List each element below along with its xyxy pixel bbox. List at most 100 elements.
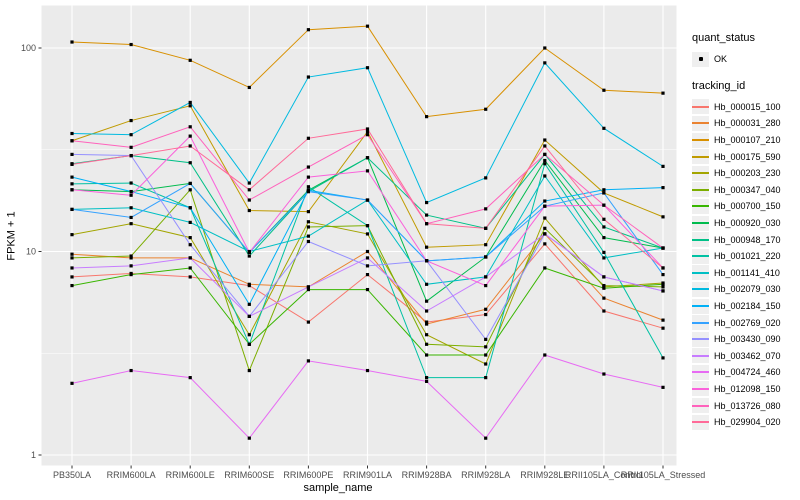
data-point <box>602 188 606 192</box>
data-point <box>70 175 74 179</box>
legend-key-box <box>692 149 709 165</box>
data-point <box>661 186 665 190</box>
data-point <box>306 136 310 140</box>
legend-label: Hb_000347_040 <box>714 184 781 195</box>
data-point <box>70 233 74 237</box>
legend-key-box <box>692 298 709 314</box>
data-point <box>661 318 665 322</box>
legend-key-box <box>692 281 709 297</box>
data-point <box>188 275 192 279</box>
legend-key-line-icon <box>692 271 709 274</box>
data-point <box>306 220 310 224</box>
x-tick-label: RRIM928LA <box>461 470 510 480</box>
data-point <box>365 24 370 28</box>
legend-key-line-icon <box>692 354 709 357</box>
data-point <box>70 182 74 186</box>
data-point <box>365 272 370 277</box>
legend-item: Hb_002184_150 <box>692 298 781 315</box>
legend-label: Hb_012098_150 <box>714 383 781 394</box>
legend-item: Hb_000107_210 <box>692 132 781 149</box>
legend-key-box <box>692 99 709 115</box>
legend-key-line-icon <box>692 238 709 241</box>
data-point <box>306 285 310 289</box>
legend-key-line-icon <box>692 371 709 374</box>
x-tick-label: RRIM901LA <box>343 470 392 480</box>
legend-title-quant-status: quant_status <box>692 32 755 44</box>
x-tick-label: RRIM600LE <box>166 470 215 480</box>
legend-label: Hb_002184_150 <box>714 301 781 312</box>
legend-key-box <box>692 381 709 397</box>
legend-label: Hb_000107_210 <box>714 135 781 146</box>
legend-key-box <box>692 414 709 430</box>
data-point <box>365 127 370 131</box>
legend-label: Hb_000175_590 <box>714 151 781 162</box>
data-point <box>484 312 488 317</box>
x-tick-label: RRII105LA_Control <box>565 470 643 480</box>
data-point <box>543 162 547 166</box>
legend-key-box <box>692 398 709 414</box>
legend-item: Hb_000700_150 <box>692 198 781 215</box>
data-point <box>602 225 606 229</box>
data-point <box>247 85 251 90</box>
data-point <box>306 185 310 189</box>
data-point <box>661 285 665 289</box>
data-point <box>602 275 606 279</box>
data-point <box>484 255 488 259</box>
data-point <box>70 275 74 279</box>
x-tick-label: RRII105LA_Stressed <box>621 470 706 480</box>
data-point <box>129 222 133 226</box>
data-point <box>365 198 370 202</box>
data-point <box>602 126 606 130</box>
data-point <box>543 138 547 142</box>
data-point <box>70 131 74 136</box>
data-point <box>602 88 606 92</box>
data-point <box>247 282 251 286</box>
data-point <box>70 381 74 385</box>
data-point <box>306 189 310 194</box>
data-point <box>365 169 370 173</box>
data-point <box>365 232 370 236</box>
legend-key-box <box>692 115 709 131</box>
data-point <box>247 333 251 337</box>
data-point <box>661 272 665 277</box>
legend-key-box <box>692 182 709 198</box>
legend-key-line-icon <box>692 305 709 308</box>
legend-key-box <box>692 132 709 148</box>
legend-item: Hb_000015_100 <box>692 99 781 116</box>
data-point <box>365 264 370 268</box>
data-point <box>661 326 665 330</box>
legend-label: OK <box>714 54 728 65</box>
data-point <box>247 198 251 202</box>
legend-label: Hb_001141_410 <box>714 267 780 278</box>
data-point <box>661 164 665 168</box>
data-point <box>129 256 133 260</box>
y-axis-title: FPKM + 1 <box>5 211 18 261</box>
y-tick-label: 10 <box>26 247 36 257</box>
data-point <box>484 436 488 440</box>
data-point <box>188 100 192 105</box>
legend-key-line-icon <box>692 387 709 390</box>
data-point <box>543 266 547 270</box>
legend-key-box <box>692 51 709 67</box>
data-point <box>70 256 74 260</box>
data-point <box>425 379 429 383</box>
data-point <box>70 188 74 192</box>
data-point <box>247 314 251 318</box>
data-point <box>70 152 74 157</box>
legend-item: Hb_000920_030 <box>692 215 781 232</box>
data-point <box>306 75 310 79</box>
data-point <box>602 250 606 254</box>
data-point <box>247 188 251 192</box>
legend-key-box <box>692 198 709 214</box>
data-point <box>70 162 74 166</box>
x-tick-label: RRIM600LA <box>107 470 156 480</box>
data-point <box>188 236 192 240</box>
legend-label: Hb_001021_220 <box>714 251 781 262</box>
legend-item: Hb_001021_220 <box>692 248 781 265</box>
legend-item: Hb_012098_150 <box>692 381 781 398</box>
data-point <box>602 286 606 290</box>
data-point <box>247 368 251 373</box>
legend: quant_status OK tracking_id Hb_000015_10… <box>692 32 781 430</box>
data-point <box>602 191 606 195</box>
